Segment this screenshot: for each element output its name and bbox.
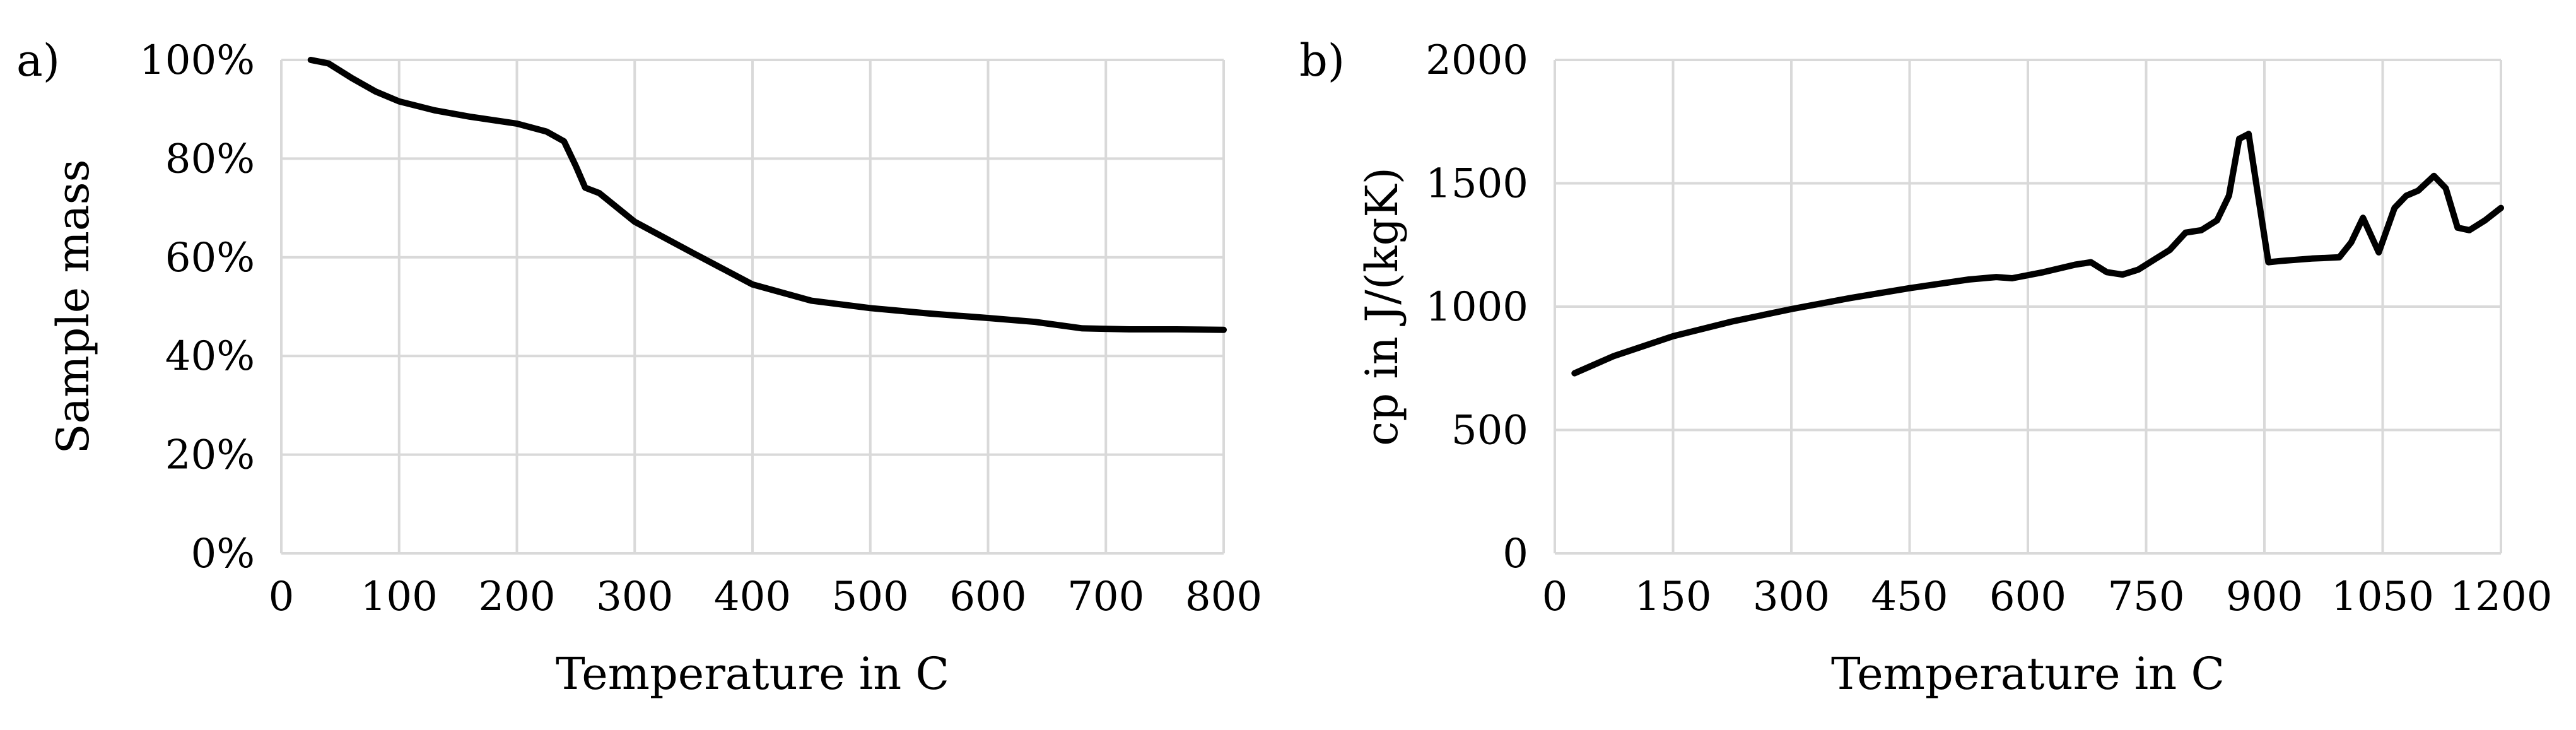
y-tick-label: 100% bbox=[139, 37, 255, 84]
x-tick-label: 150 bbox=[1634, 574, 1711, 620]
x-tick-label: 750 bbox=[2107, 574, 2184, 620]
y-tick-label: 80% bbox=[165, 136, 255, 182]
y-tick-label: 20% bbox=[165, 432, 255, 479]
x-tick-label: 1200 bbox=[2450, 574, 2553, 620]
y-tick-label: 500 bbox=[1451, 408, 1528, 454]
y-tick-label: 40% bbox=[165, 333, 255, 380]
x-tick-label: 600 bbox=[1989, 574, 2066, 620]
x-tick-label: 900 bbox=[2226, 574, 2303, 620]
chart-panel-a: 0% 20% 40% 60% 80% 100% 0 100 200 300 400 500 600 700… bbox=[16, 35, 1262, 700]
x-tick-label: 100 bbox=[361, 574, 438, 620]
x-tick-label: 300 bbox=[1753, 574, 1830, 620]
x-tick-label: 700 bbox=[1067, 574, 1144, 620]
chart-panel-b: 0 500 1000 1500 2000 0 150 300 450 600 750 900 1050 1… bbox=[1299, 35, 2552, 700]
x-tick-label: 1050 bbox=[2331, 574, 2434, 620]
x-tick-label: 300 bbox=[596, 574, 673, 620]
y-tick-label: 1000 bbox=[1426, 284, 1528, 331]
panel-label: a) bbox=[16, 35, 60, 86]
y-axis-label: cp in J/(kgK) bbox=[1356, 167, 1408, 446]
x-tick-label: 450 bbox=[1871, 574, 1948, 620]
x-tick-label: 400 bbox=[714, 574, 791, 620]
y-tick-label: 60% bbox=[165, 235, 255, 281]
y-tick-label: 1500 bbox=[1426, 161, 1528, 208]
panel-label: b) bbox=[1299, 35, 1345, 86]
series-line bbox=[1571, 131, 2504, 377]
x-axis-label: Temperature in C bbox=[556, 648, 949, 700]
x-tick-label: 0 bbox=[269, 574, 295, 620]
x-tick-label: 800 bbox=[1185, 574, 1262, 620]
y-tick-label: 0% bbox=[190, 531, 255, 577]
x-tick-label: 500 bbox=[832, 574, 909, 620]
x-tick-label: 200 bbox=[478, 574, 555, 620]
x-tick-label: 0 bbox=[1542, 574, 1568, 620]
x-axis-label: Temperature in C bbox=[1831, 648, 2225, 700]
y-axis-label: Sample mass bbox=[47, 160, 99, 454]
y-tick-label: 0 bbox=[1502, 531, 1528, 577]
x-tick-label: 600 bbox=[949, 574, 1026, 620]
series-line bbox=[307, 57, 1227, 333]
y-tick-label: 2000 bbox=[1426, 37, 1528, 84]
